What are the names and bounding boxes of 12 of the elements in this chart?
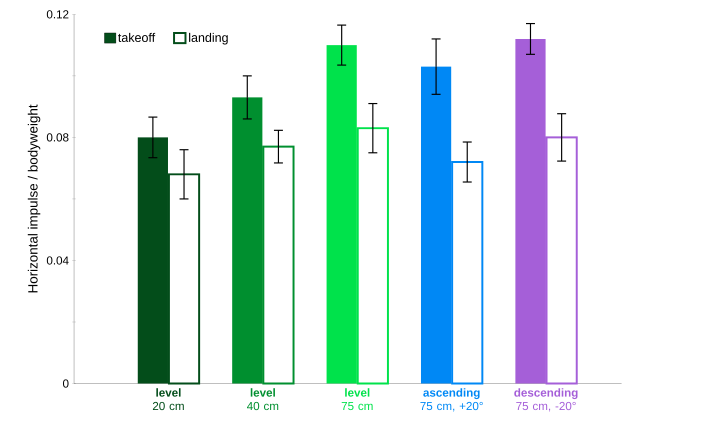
y-tick-label: 0 [62,380,69,388]
x-tick-label: level 20 cm [152,388,184,410]
y-tick-label: 0.12 [46,10,68,19]
y-tick-label: 0.08 [46,133,68,142]
y-tick-label: 0.04 [46,256,69,265]
legend-label: landing [189,32,228,45]
x-tick-label: level 40 cm [246,388,278,410]
x-tick-label: descending 75 cm, -20° [514,388,578,412]
legend-label: takeoff [118,32,156,42]
x-tick-label: ascending 75 cm, +20° [420,388,483,412]
y-axis-title: Horizontal impulse / bodyweight [28,104,40,292]
x-tick-label: level 75 cm [342,388,373,410]
